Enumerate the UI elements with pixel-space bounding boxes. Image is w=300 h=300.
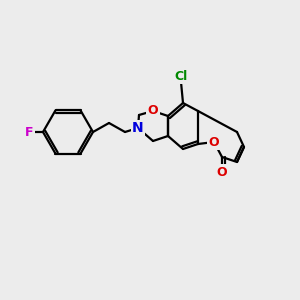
Text: O: O — [217, 166, 227, 178]
Text: F: F — [25, 125, 33, 139]
Text: Cl: Cl — [174, 70, 188, 83]
Text: O: O — [209, 136, 219, 148]
Text: N: N — [132, 121, 144, 135]
Text: O: O — [148, 104, 158, 118]
